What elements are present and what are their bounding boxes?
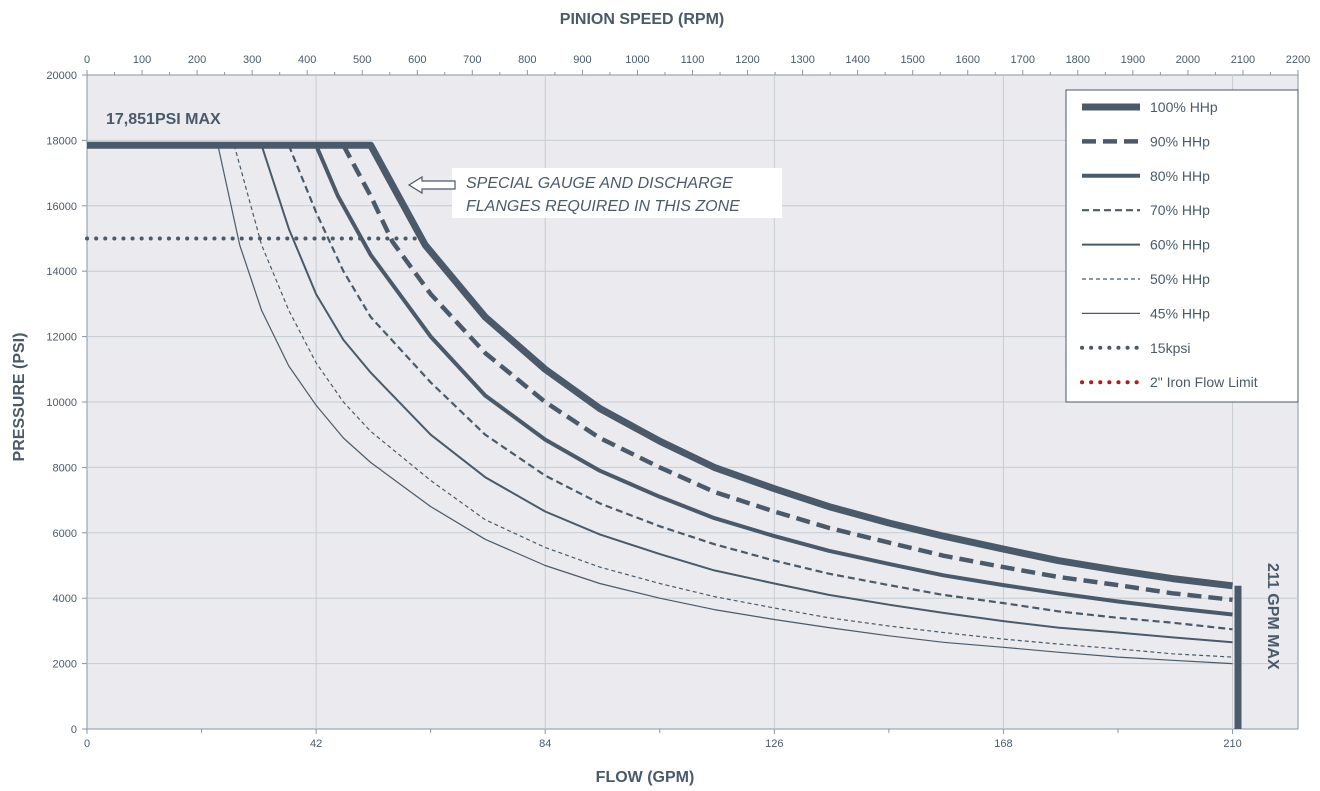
x2-tick-label: 700 (463, 54, 481, 66)
x2-tick-label: 1400 (845, 54, 869, 66)
legend-label: 15kpsi (1150, 340, 1190, 356)
y-tick-label: 6000 (53, 528, 77, 540)
legend: 100% HHp 90% HHp 80% HHp 70% HHp 60% HHp 50% … (1065, 89, 1299, 403)
x2-tick-label: 200 (188, 54, 206, 66)
legend-label: 45% HHp (1150, 305, 1210, 321)
series-line (217, 145, 1233, 665)
x2-tick-label: 1700 (1011, 54, 1035, 66)
arrow-left-icon (407, 175, 456, 195)
x2-tick-label: 0 (84, 54, 90, 66)
x2-axis-title: PINION SPEED (RPM) (560, 11, 724, 28)
x2-tick-label: 1900 (1121, 54, 1145, 66)
x2-tick-label: 2000 (1176, 54, 1200, 66)
x-axis-title: FLOW (GPM) (596, 769, 695, 786)
legend-label: 90% HHp (1150, 133, 1210, 149)
y-tick-label: 16000 (46, 201, 77, 213)
legend-label: 70% HHp (1150, 202, 1210, 218)
y-axis-ticks: 0 2000 4000 6000 8000 10000 12000 14000 16000 180… (46, 70, 87, 736)
legend-label: 50% HHp (1150, 271, 1210, 287)
x-tick-label: 210 (1223, 738, 1241, 750)
y-tick-label: 0 (71, 724, 77, 736)
x2-tick-label: 1200 (735, 54, 759, 66)
zone-note-line-2: FLANGES REQUIRED IN THIS ZONE (466, 198, 740, 215)
series-line (341, 144, 1233, 603)
x2-tick-label: 1800 (1066, 54, 1090, 66)
y-tick-label: 2000 (53, 659, 77, 671)
series-layer (85, 141, 1233, 665)
y-tick-label: 14000 (46, 266, 77, 278)
x-tick-label: 126 (765, 738, 783, 750)
legend-label: 60% HHp (1150, 237, 1210, 253)
y-tick-label: 20000 (46, 70, 77, 82)
x-tick-label: 84 (539, 738, 551, 750)
x-tick-label: 0 (84, 738, 90, 750)
series-line (87, 141, 1233, 590)
x2-tick-label: 400 (298, 54, 316, 66)
legend-label: 2" Iron Flow Limit (1150, 374, 1258, 390)
series-line (287, 144, 1233, 631)
zone-note-line-1: SPECIAL GAUGE AND DISCHARGE (466, 175, 733, 192)
x2-tick-label: 2100 (1231, 54, 1255, 66)
x-tick-label: 42 (310, 738, 322, 750)
x2-tick-label: 1100 (681, 54, 705, 66)
x2-tick-label: 1500 (900, 54, 924, 66)
series-line (260, 144, 1233, 644)
series-line (233, 145, 1233, 658)
x2-axis-ticks: 0 100 200 300 400 500 600 700 800 900 1000 1100 1200… (84, 54, 1310, 75)
legend-label: 100% HHp (1150, 99, 1218, 115)
y-tick-label: 4000 (53, 593, 77, 605)
x2-tick-label: 800 (518, 54, 536, 66)
x2-tick-label: 2200 (1286, 54, 1310, 66)
y-tick-label: 10000 (46, 397, 77, 409)
y-tick-label: 12000 (46, 332, 77, 344)
x-axis-ticks: 0 42 84 126 168 210 (84, 729, 1242, 750)
y-axis-title: PRESSURE (PSI) (11, 333, 28, 462)
x2-tick-label: 900 (573, 54, 591, 66)
zone-note-background (452, 168, 782, 218)
y-tick-label: 18000 (46, 135, 77, 147)
x2-tick-label: 600 (408, 54, 426, 66)
flow-max-label: 211 GPM MAX (1264, 563, 1281, 670)
x2-tick-label: 1000 (625, 54, 649, 66)
y-tick-label: 8000 (53, 462, 77, 474)
x2-tick-label: 100 (133, 54, 151, 66)
pressure-max-label: 17,851PSI MAX (106, 111, 221, 128)
series-line (314, 144, 1233, 617)
x2-tick-label: 500 (353, 54, 371, 66)
x2-tick-label: 1600 (955, 54, 979, 66)
legend-label: 80% HHp (1150, 168, 1210, 184)
x-tick-label: 168 (994, 738, 1012, 750)
x2-tick-label: 1300 (790, 54, 814, 66)
x2-tick-label: 300 (243, 54, 261, 66)
